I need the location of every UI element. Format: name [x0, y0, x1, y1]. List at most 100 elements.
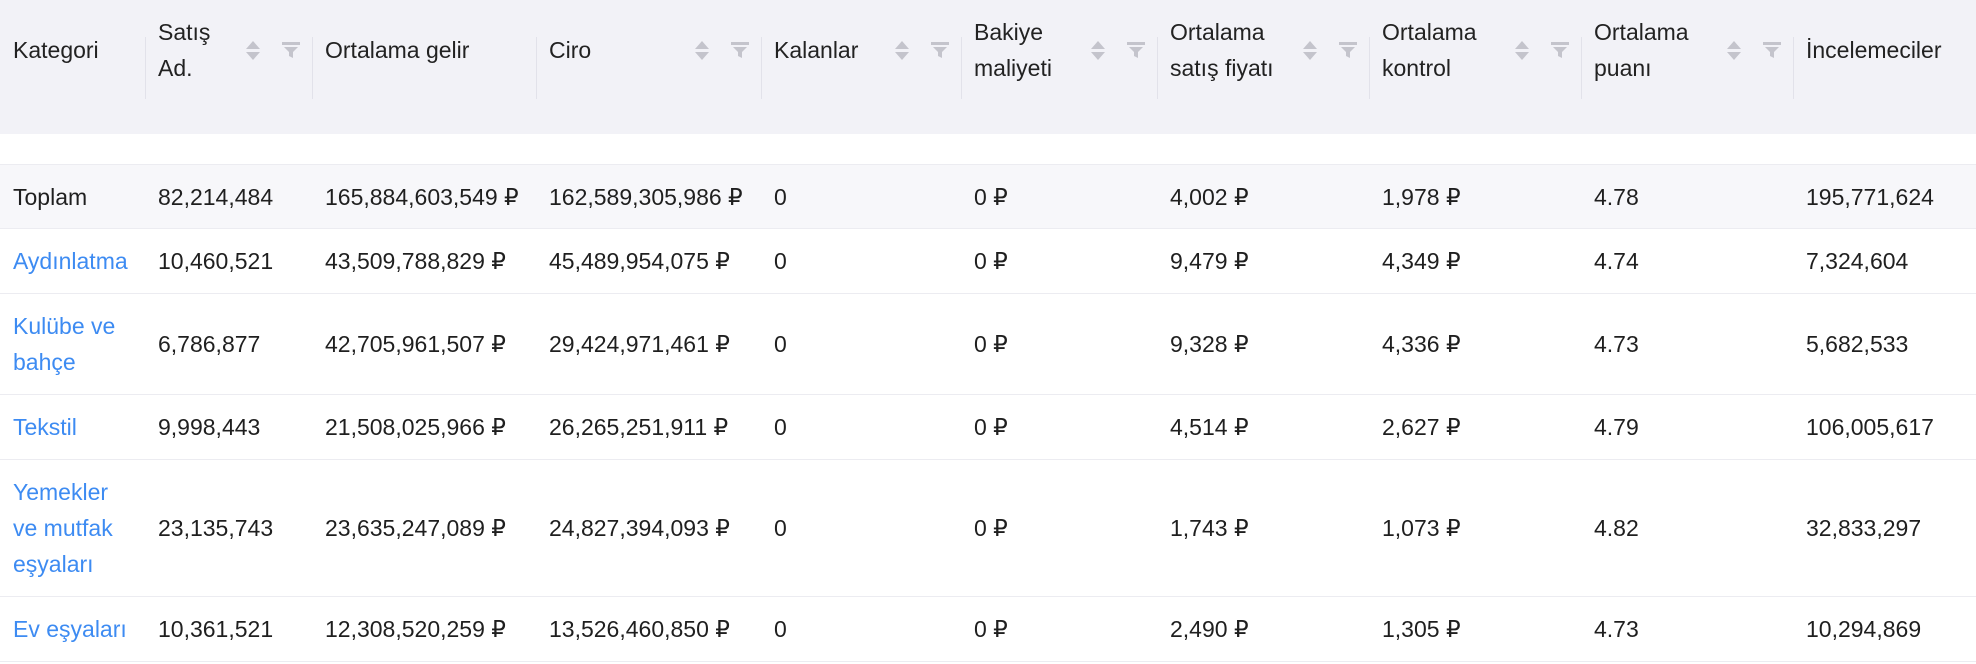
col-header-label: Satış Ad.	[158, 19, 211, 81]
funnel-filter-icon[interactable]	[1551, 42, 1569, 58]
col-header-satis-ad[interactable]: Satış Ad.	[145, 0, 312, 134]
sort-arrows-icon[interactable]	[1515, 40, 1529, 60]
funnel-filter-icon[interactable]	[1127, 42, 1145, 58]
cell-ort-kontrol: 2,627 ₽	[1369, 394, 1581, 460]
cell-ort-satis-fiyati: 4,002 ₽	[1157, 164, 1369, 229]
sort-arrows-icon[interactable]	[1303, 40, 1317, 60]
cell-ciro: 24,827,394,093 ₽	[536, 459, 761, 597]
cell-ortalama-gelir: 12,308,520,259 ₽	[312, 596, 536, 662]
funnel-filter-icon[interactable]	[1763, 42, 1781, 58]
cell-ort-puani: 4.73	[1581, 293, 1793, 395]
table-row: Aydınlatma 10,460,521 43,509,788,829 ₽ 4…	[0, 228, 1976, 294]
table-row: Tekstil 9,998,443 21,508,025,966 ₽ 26,26…	[0, 394, 1976, 460]
cell-ort-puani: 4.73	[1581, 596, 1793, 662]
col-header-label: Bakiye maliyeti	[974, 19, 1052, 81]
table-row: Kulübe ve bahçe 6,786,877 42,705,961,507…	[0, 293, 1976, 395]
category-link-tekstil[interactable]: Tekstil	[13, 414, 77, 440]
cell-bakiye-maliyeti: 0 ₽	[961, 164, 1157, 229]
funnel-filter-icon[interactable]	[731, 42, 749, 58]
table-row-total: Toplam 82,214,484 165,884,603,549 ₽ 162,…	[0, 164, 1976, 229]
cell-ort-kontrol: 1,073 ₽	[1369, 459, 1581, 597]
cell-satis-ad: 82,214,484	[145, 164, 312, 229]
cell-category: Aydınlatma	[0, 228, 145, 294]
cell-kalanlar: 0	[761, 293, 961, 395]
category-link-kulube-ve-bahce[interactable]: Kulübe ve bahçe	[13, 313, 116, 375]
cell-bakiye-maliyeti: 0 ₽	[961, 293, 1157, 395]
cell-kalanlar: 0	[761, 596, 961, 662]
cell-incelemeciler: 106,005,617	[1793, 394, 1976, 460]
cell-ort-puani: 4.74	[1581, 228, 1793, 294]
col-header-label: Kalanlar	[774, 37, 859, 63]
cell-bakiye-maliyeti: 0 ₽	[961, 459, 1157, 597]
col-header-label: İncelemeciler	[1806, 37, 1942, 63]
cell-ort-satis-fiyati: 9,328 ₽	[1157, 293, 1369, 395]
cell-bakiye-maliyeti: 0 ₽	[961, 228, 1157, 294]
cell-category: Toplam	[0, 164, 145, 229]
cell-ort-satis-fiyati: 1,743 ₽	[1157, 459, 1369, 597]
cell-category: Ev eşyaları	[0, 596, 145, 662]
cell-ort-puani: 4.79	[1581, 394, 1793, 460]
cell-incelemeciler: 32,833,297	[1793, 459, 1976, 597]
cell-ortalama-gelir: 23,635,247,089 ₽	[312, 459, 536, 597]
cell-ciro: 13,526,460,850 ₽	[536, 596, 761, 662]
cell-kalanlar: 0	[761, 164, 961, 229]
col-header-kalanlar[interactable]: Kalanlar	[761, 0, 961, 134]
cell-ort-satis-fiyati: 2,490 ₽	[1157, 596, 1369, 662]
col-header-kategori: Kategori	[0, 0, 145, 134]
spacer-row	[0, 134, 1976, 165]
cell-incelemeciler: 195,771,624	[1793, 164, 1976, 229]
sort-arrows-icon[interactable]	[695, 40, 709, 60]
cell-kalanlar: 0	[761, 394, 961, 460]
category-link-yemekler-ve-mutfak-esyalari[interactable]: Yemekler ve mutfak eşyaları	[13, 479, 113, 577]
col-header-ortalama-puani[interactable]: Ortalama puanı	[1581, 0, 1793, 134]
col-header-ortalama-gelir: Ortalama gelir	[312, 0, 536, 134]
cell-satis-ad: 9,998,443	[145, 394, 312, 460]
cell-satis-ad: 23,135,743	[145, 459, 312, 597]
col-header-bakiye-maliyeti[interactable]: Bakiye maliyeti	[961, 0, 1157, 134]
cell-category: Yemekler ve mutfak eşyaları	[0, 459, 145, 597]
cell-ortalama-gelir: 43,509,788,829 ₽	[312, 228, 536, 294]
funnel-filter-icon[interactable]	[1339, 42, 1357, 58]
funnel-filter-icon[interactable]	[282, 42, 300, 58]
cell-ciro: 162,589,305,986 ₽	[536, 164, 761, 229]
cell-category: Kulübe ve bahçe	[0, 293, 145, 395]
cell-ciro: 26,265,251,911 ₽	[536, 394, 761, 460]
cell-ortalama-gelir: 42,705,961,507 ₽	[312, 293, 536, 395]
cell-category: Tekstil	[0, 394, 145, 460]
cell-kalanlar: 0	[761, 228, 961, 294]
category-link-ev-esyalari[interactable]: Ev eşyaları	[13, 616, 127, 642]
cell-kalanlar: 0	[761, 459, 961, 597]
category-link-aydinlatma[interactable]: Aydınlatma	[13, 248, 128, 274]
sort-arrows-icon[interactable]	[246, 40, 260, 60]
cell-bakiye-maliyeti: 0 ₽	[961, 596, 1157, 662]
cell-satis-ad: 6,786,877	[145, 293, 312, 395]
cell-ort-kontrol: 1,978 ₽	[1369, 164, 1581, 229]
cell-incelemeciler: 7,324,604	[1793, 228, 1976, 294]
table-header-row: Kategori Satış Ad. Ortalama gelir Ciro	[0, 0, 1976, 134]
cell-ortalama-gelir: 21,508,025,966 ₽	[312, 394, 536, 460]
sort-arrows-icon[interactable]	[1727, 40, 1741, 60]
sort-arrows-icon[interactable]	[1091, 40, 1105, 60]
cell-ortalama-gelir: 165,884,603,549 ₽	[312, 164, 536, 229]
table-row: Ev eşyaları 10,361,521 12,308,520,259 ₽ …	[0, 596, 1976, 662]
cell-ort-kontrol: 1,305 ₽	[1369, 596, 1581, 662]
cell-satis-ad: 10,361,521	[145, 596, 312, 662]
col-header-label: Kategori	[13, 37, 99, 63]
col-header-label: Ortalama satış fiyatı	[1170, 19, 1274, 81]
cell-ort-kontrol: 4,349 ₽	[1369, 228, 1581, 294]
cell-ciro: 45,489,954,075 ₽	[536, 228, 761, 294]
spacer-cell	[0, 134, 1976, 165]
cell-ort-satis-fiyati: 9,479 ₽	[1157, 228, 1369, 294]
cell-ort-puani: 4.82	[1581, 459, 1793, 597]
cell-incelemeciler: 5,682,533	[1793, 293, 1976, 395]
funnel-filter-icon[interactable]	[931, 42, 949, 58]
cell-ort-puani: 4.78	[1581, 164, 1793, 229]
col-header-ciro[interactable]: Ciro	[536, 0, 761, 134]
sort-arrows-icon[interactable]	[895, 40, 909, 60]
col-header-label: Ortalama gelir	[325, 37, 470, 63]
col-header-ortalama-satis-fiyati[interactable]: Ortalama satış fiyatı	[1157, 0, 1369, 134]
col-header-ortalama-kontrol[interactable]: Ortalama kontrol	[1369, 0, 1581, 134]
cell-ciro: 29,424,971,461 ₽	[536, 293, 761, 395]
cell-incelemeciler: 10,294,869	[1793, 596, 1976, 662]
